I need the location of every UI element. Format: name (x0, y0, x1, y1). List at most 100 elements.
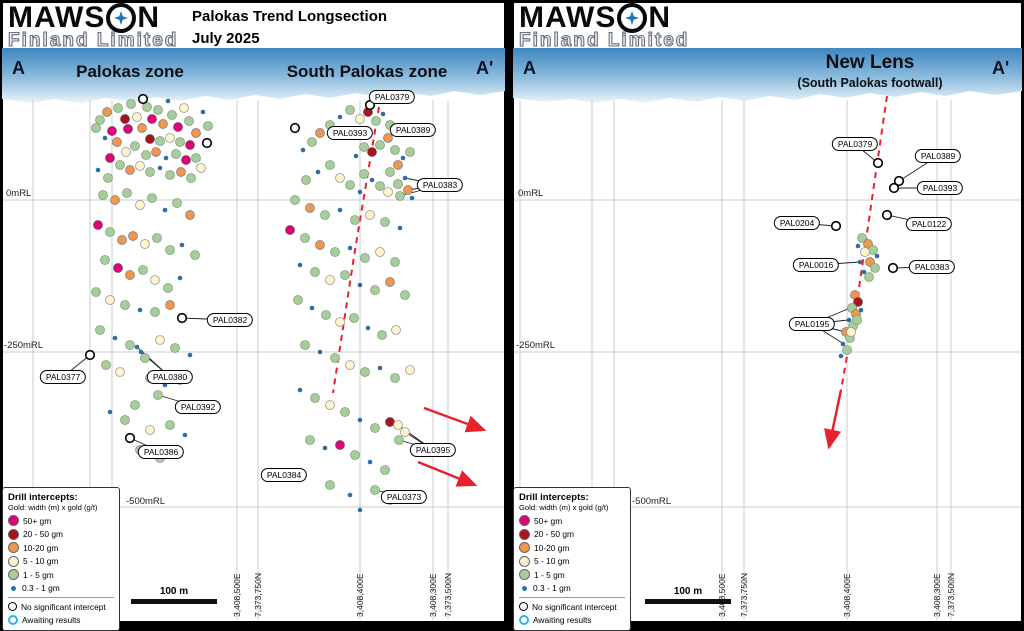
drill-intercept-point (360, 367, 370, 377)
drill-intercept-point (357, 189, 363, 195)
drill-intercept-point (142, 102, 152, 112)
coordinate-label: 3,408,300E (428, 573, 438, 617)
coordinate-label: 3,408,400E (842, 573, 852, 617)
drillhole-label: PAL0392 (174, 400, 222, 414)
legend-item: 5 - 10 gm (519, 555, 625, 569)
legend-item-label: No significant intercept (532, 601, 617, 612)
drill-intercept-point (380, 111, 386, 117)
drill-intercept-point (888, 182, 900, 194)
drill-intercept-point (175, 137, 185, 147)
drill-intercept-point (868, 245, 878, 255)
drillhole-label: PAL0377 (39, 370, 87, 384)
drill-intercept-point (403, 185, 413, 195)
legend-item: 10-20 gm (519, 541, 625, 555)
legend-items: 50+ gm 20 - 50 gm 10-20 gm 5 - 10 gm 1 - 5 g… (8, 514, 114, 595)
drill-intercept-point (151, 147, 161, 157)
drill-intercept-point (325, 275, 335, 285)
legend-item-label: 20 - 50 gm (23, 529, 64, 540)
drill-intercept-point (176, 312, 188, 324)
drill-intercept-point (102, 135, 108, 141)
legend-swatch-r-icon (8, 528, 19, 540)
drill-intercept-point (158, 119, 168, 129)
drill-intercept-point (165, 245, 175, 255)
drill-intercept-point (138, 265, 148, 275)
drill-intercept-point (105, 227, 115, 237)
compass-star-icon (617, 3, 648, 33)
drill-intercept-point (353, 153, 359, 159)
drill-intercept-point (167, 110, 177, 120)
drill-intercept-point (853, 297, 863, 307)
legend-item: 0.3 - 1 gm (8, 582, 114, 596)
drill-intercept-point (400, 290, 410, 300)
legend-item: 10-20 gm (8, 541, 114, 555)
logo-text-pre: MAWS (8, 1, 106, 34)
drillhole-label: PAL0383 (908, 260, 956, 274)
drill-intercept-point (320, 210, 330, 220)
drill-intercept-point (402, 175, 408, 181)
section-marker-a-right: A (523, 58, 536, 78)
legend-subtitle: Gold: width (m) x gold (g/t) (519, 503, 609, 512)
drill-intercept-point (138, 349, 144, 355)
mawson-logo: MAWS N Finland Limited (518, 1, 689, 52)
legend-item-label: 10-20 gm (534, 542, 570, 553)
drillhole-label: PAL0393 (326, 126, 374, 140)
logo-text-post: N (137, 1, 160, 34)
drill-intercept-point (163, 283, 173, 293)
legend-swatch-o-icon (519, 542, 530, 554)
drill-intercept-point (325, 160, 335, 170)
drill-intercept-point (170, 343, 180, 353)
drill-intercept-point (405, 365, 415, 375)
legend-title: Drill intercepts: (8, 492, 78, 503)
drill-intercept-point (103, 173, 113, 183)
drill-intercept-point (132, 112, 142, 122)
drill-intercept-point (393, 179, 403, 189)
legend-swatch-b-icon (10, 585, 16, 591)
rl-elevation-label: 0mRL (518, 188, 544, 199)
plunge-arrow (417, 460, 478, 487)
legend-item: 50+ gm (519, 514, 625, 528)
drill-intercept-point (110, 195, 120, 205)
legend-item: Awaiting results (8, 614, 114, 628)
drillhole-label: PAL0195 (788, 317, 836, 331)
drill-intercept-point (297, 262, 303, 268)
drill-intercept-point (105, 153, 115, 163)
legend-items: 50+ gm 20 - 50 gm 10-20 gm 5 - 10 gm 1 - 5 g… (519, 514, 625, 595)
drill-intercept-point (305, 435, 315, 445)
drill-intercept-point (172, 198, 182, 208)
drill-intercept-point (321, 310, 331, 320)
legend-item-label: 1 - 5 gm (23, 569, 54, 580)
drill-intercept-point (91, 123, 101, 133)
drill-intercept-point (887, 262, 899, 274)
scale-bar-rule (645, 599, 731, 604)
drill-intercept-point (191, 128, 201, 138)
drill-intercept-point (84, 349, 96, 361)
drill-intercept-point (383, 133, 393, 143)
rl-elevation-label: 0mRL (6, 188, 32, 199)
drill-intercept-point (315, 169, 321, 175)
drill-intercept-point (857, 259, 863, 265)
coordinate-label: 7,373,750N (253, 573, 263, 617)
scale-bar-label: 100 m (673, 586, 703, 597)
legend-swatch-y-icon (8, 555, 19, 567)
drill-intercept-point (369, 177, 375, 183)
drill-intercept-point (124, 432, 136, 444)
legend-swatch-o-icon (8, 542, 19, 554)
drill-intercept-point (864, 272, 874, 282)
drill-intercept-point (152, 233, 162, 243)
section-marker-a-left: A (12, 58, 25, 78)
logo-text-post: N (648, 1, 671, 34)
drill-intercept-point (337, 207, 343, 213)
drill-intercept-point (135, 161, 145, 171)
map-title: Palokas Trend Longsection July 2025 (192, 6, 387, 50)
drill-intercept-point (185, 210, 195, 220)
legend-item-label: Awaiting results (533, 615, 592, 626)
coordinate-label: 7,373,750N (739, 573, 749, 617)
drill-intercept-point (100, 255, 110, 265)
drill-intercept-point (289, 122, 301, 134)
legend-swatch-b-icon (521, 585, 527, 591)
drill-intercept-point (120, 300, 130, 310)
drillhole-label: PAL0122 (905, 217, 953, 231)
drillhole-label: PAL0383 (416, 178, 464, 192)
legend-swatch-w-icon (519, 602, 528, 612)
